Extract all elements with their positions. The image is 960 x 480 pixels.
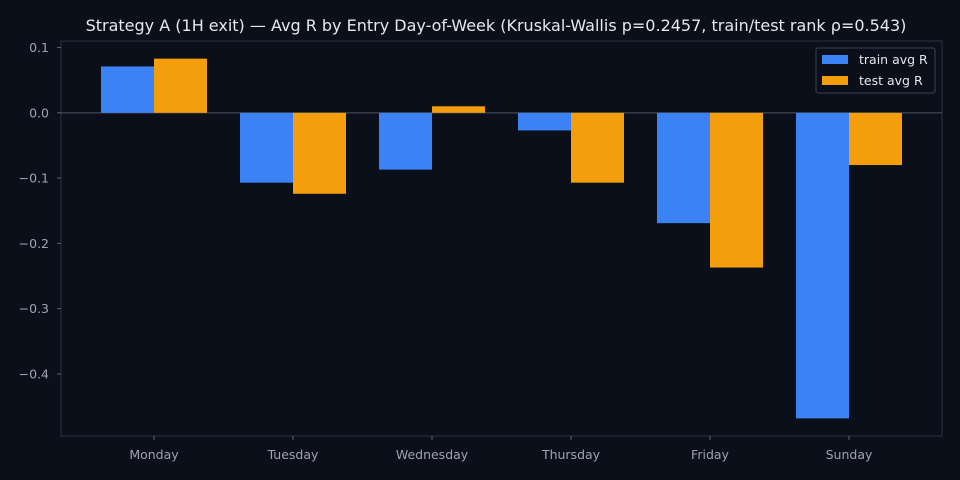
bar-train-thursday [518,112,571,131]
bar-test-friday [710,112,763,268]
x-tick-label-tuesday: Tuesday [267,447,319,462]
x-tick-label-monday: Monday [129,447,179,462]
x-tick-label-thursday: Thursday [541,447,601,462]
legend-label-train: train avg R [859,52,928,67]
bar-train-wednesday [379,112,432,170]
x-axis-ticks: Monday Tuesday Wednesday Thursday Friday Sund… [129,436,873,462]
bars-group [101,58,902,419]
y-tick-label: −0.2 [19,236,49,251]
x-tick-label-sunday: Sunday [826,447,873,462]
chart-title: Strategy A (1H exit) — Avg R by Entry Da… [86,16,907,35]
bar-test-tuesday [293,112,346,194]
bar-test-monday [154,58,207,113]
legend-swatch-test [822,76,848,85]
y-tick-label: −0.1 [19,171,49,186]
legend-label-test: test avg R [859,73,923,88]
bar-train-monday [101,66,154,113]
x-tick-label-friday: Friday [691,447,729,462]
bar-train-tuesday [240,112,293,183]
legend: train avg R test avg R [815,47,936,94]
bar-train-sunday [796,112,849,419]
bar-test-thursday [571,112,624,183]
y-tick-label: −0.4 [19,366,49,381]
bar-test-wednesday [432,106,485,113]
y-tick-label: 0.1 [29,40,49,55]
x-tick-label-wednesday: Wednesday [396,447,469,462]
y-axis-ticks: 0.1 0.0 −0.1 −0.2 −0.3 −0.4 [19,40,61,381]
y-tick-label: −0.3 [19,301,49,316]
bar-test-sunday [849,112,902,166]
plot-area-frame [60,40,943,437]
legend-swatch-train [822,55,848,64]
bar-train-friday [657,112,710,224]
y-tick-label: 0.0 [29,105,49,120]
